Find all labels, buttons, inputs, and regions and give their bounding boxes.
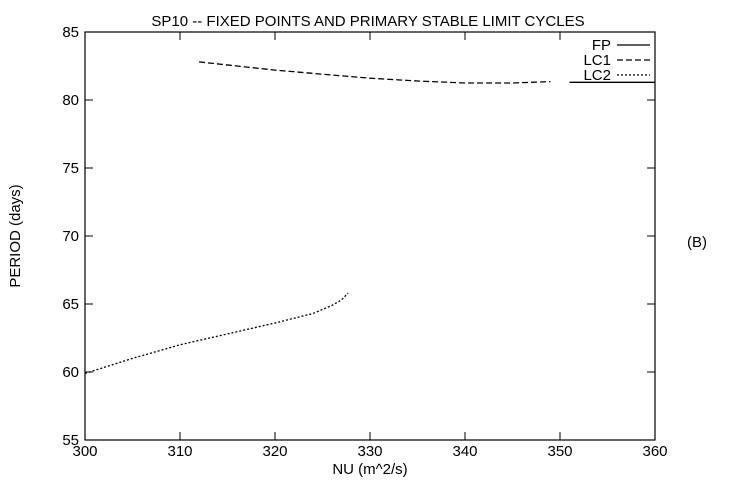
y-tick-label: 80 — [62, 92, 79, 109]
chart-title: SP10 -- FIXED POINTS AND PRIMARY STABLE … — [151, 13, 584, 30]
x-tick-label: 340 — [452, 443, 477, 460]
x-tick-label: 330 — [357, 443, 382, 460]
y-tick-label: 65 — [62, 296, 79, 313]
x-tick-label: 350 — [547, 443, 572, 460]
x-tick-label: 310 — [167, 443, 192, 460]
x-tick-label: 300 — [72, 443, 97, 460]
series-lc2-line — [84, 292, 349, 375]
x-tick-label: 320 — [262, 443, 287, 460]
y-axis: 55 60 65 70 75 80 85 — [62, 24, 655, 449]
legend-label-lc2: LC2 — [583, 67, 611, 84]
series-lc1-line — [198, 61, 551, 84]
x-axis-title: NU (m^2/s) — [332, 461, 407, 478]
y-tick-label: 60 — [62, 364, 79, 381]
series-layer — [84, 61, 655, 375]
y-tick-label: 75 — [62, 160, 79, 177]
legend-label-fp: FP — [592, 37, 611, 54]
y-axis-title: PERIOD (days) — [7, 184, 24, 287]
y-tick-label: 55 — [62, 432, 79, 449]
legend-label-lc1: LC1 — [583, 52, 611, 69]
x-tick-label: 360 — [642, 443, 667, 460]
y-tick-label: 85 — [62, 24, 79, 41]
panel-label: (B) — [687, 234, 707, 251]
y-tick-label: 70 — [62, 228, 79, 245]
x-axis: 300 310 320 330 340 350 360 — [72, 32, 668, 460]
plot-frame — [84, 31, 656, 441]
